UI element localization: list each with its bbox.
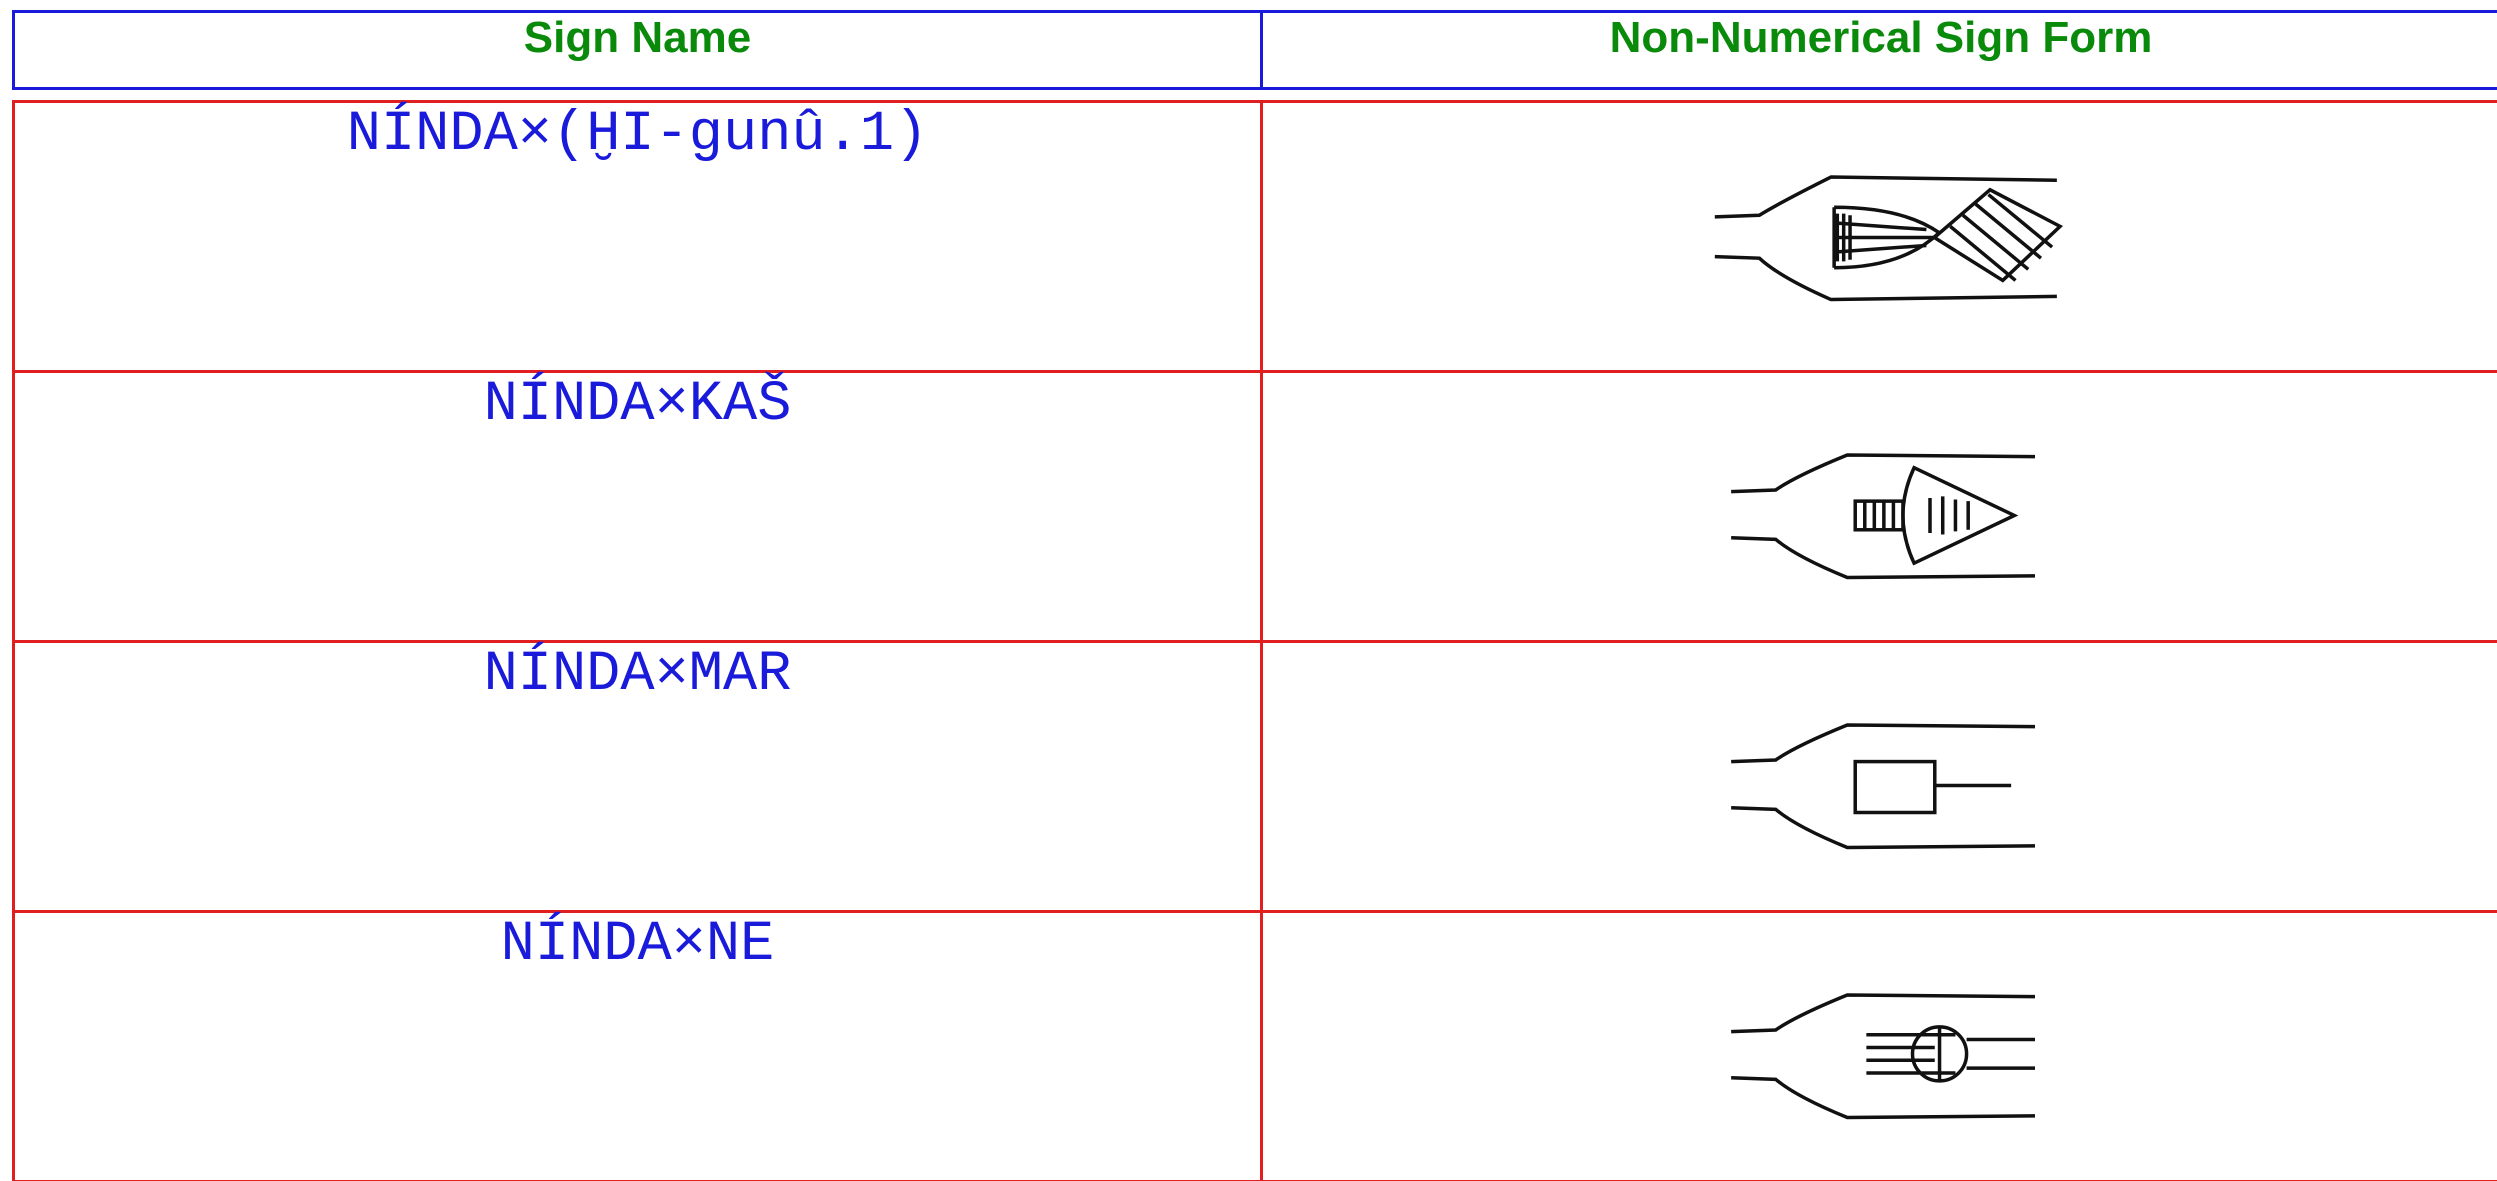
sign-drawing [1731, 993, 2036, 1120]
header-cell: Non-Numerical Sign Form [1609, 13, 2153, 62]
sign-drawing [1731, 453, 2036, 580]
divider [1260, 373, 1263, 640]
table-row: NÍNDA×KAŠ [12, 370, 2497, 643]
sign-name: NÍNDA×MAR [483, 643, 792, 707]
sign-name: NÍNDA×NE [500, 913, 775, 977]
table-header: Sign Name Non-Numerical Sign Form [12, 10, 2497, 90]
sign-name: NÍNDA×(ḪI-gunû.1) [346, 103, 929, 167]
header-cell: Sign Name [523, 13, 752, 62]
sign-drawing [1731, 723, 2036, 850]
divider [1260, 13, 1263, 87]
divider [1260, 103, 1263, 370]
sign-drawing [1714, 175, 2064, 302]
sign-name: NÍNDA×KAŠ [483, 373, 792, 437]
table-row: NÍNDA×MAR [12, 640, 2497, 913]
table-row: NÍNDA×NE [12, 910, 2497, 1181]
divider [1260, 643, 1263, 910]
divider [1260, 913, 1263, 1180]
table-row: NÍNDA×(ḪI-gunû.1) [12, 100, 2497, 373]
